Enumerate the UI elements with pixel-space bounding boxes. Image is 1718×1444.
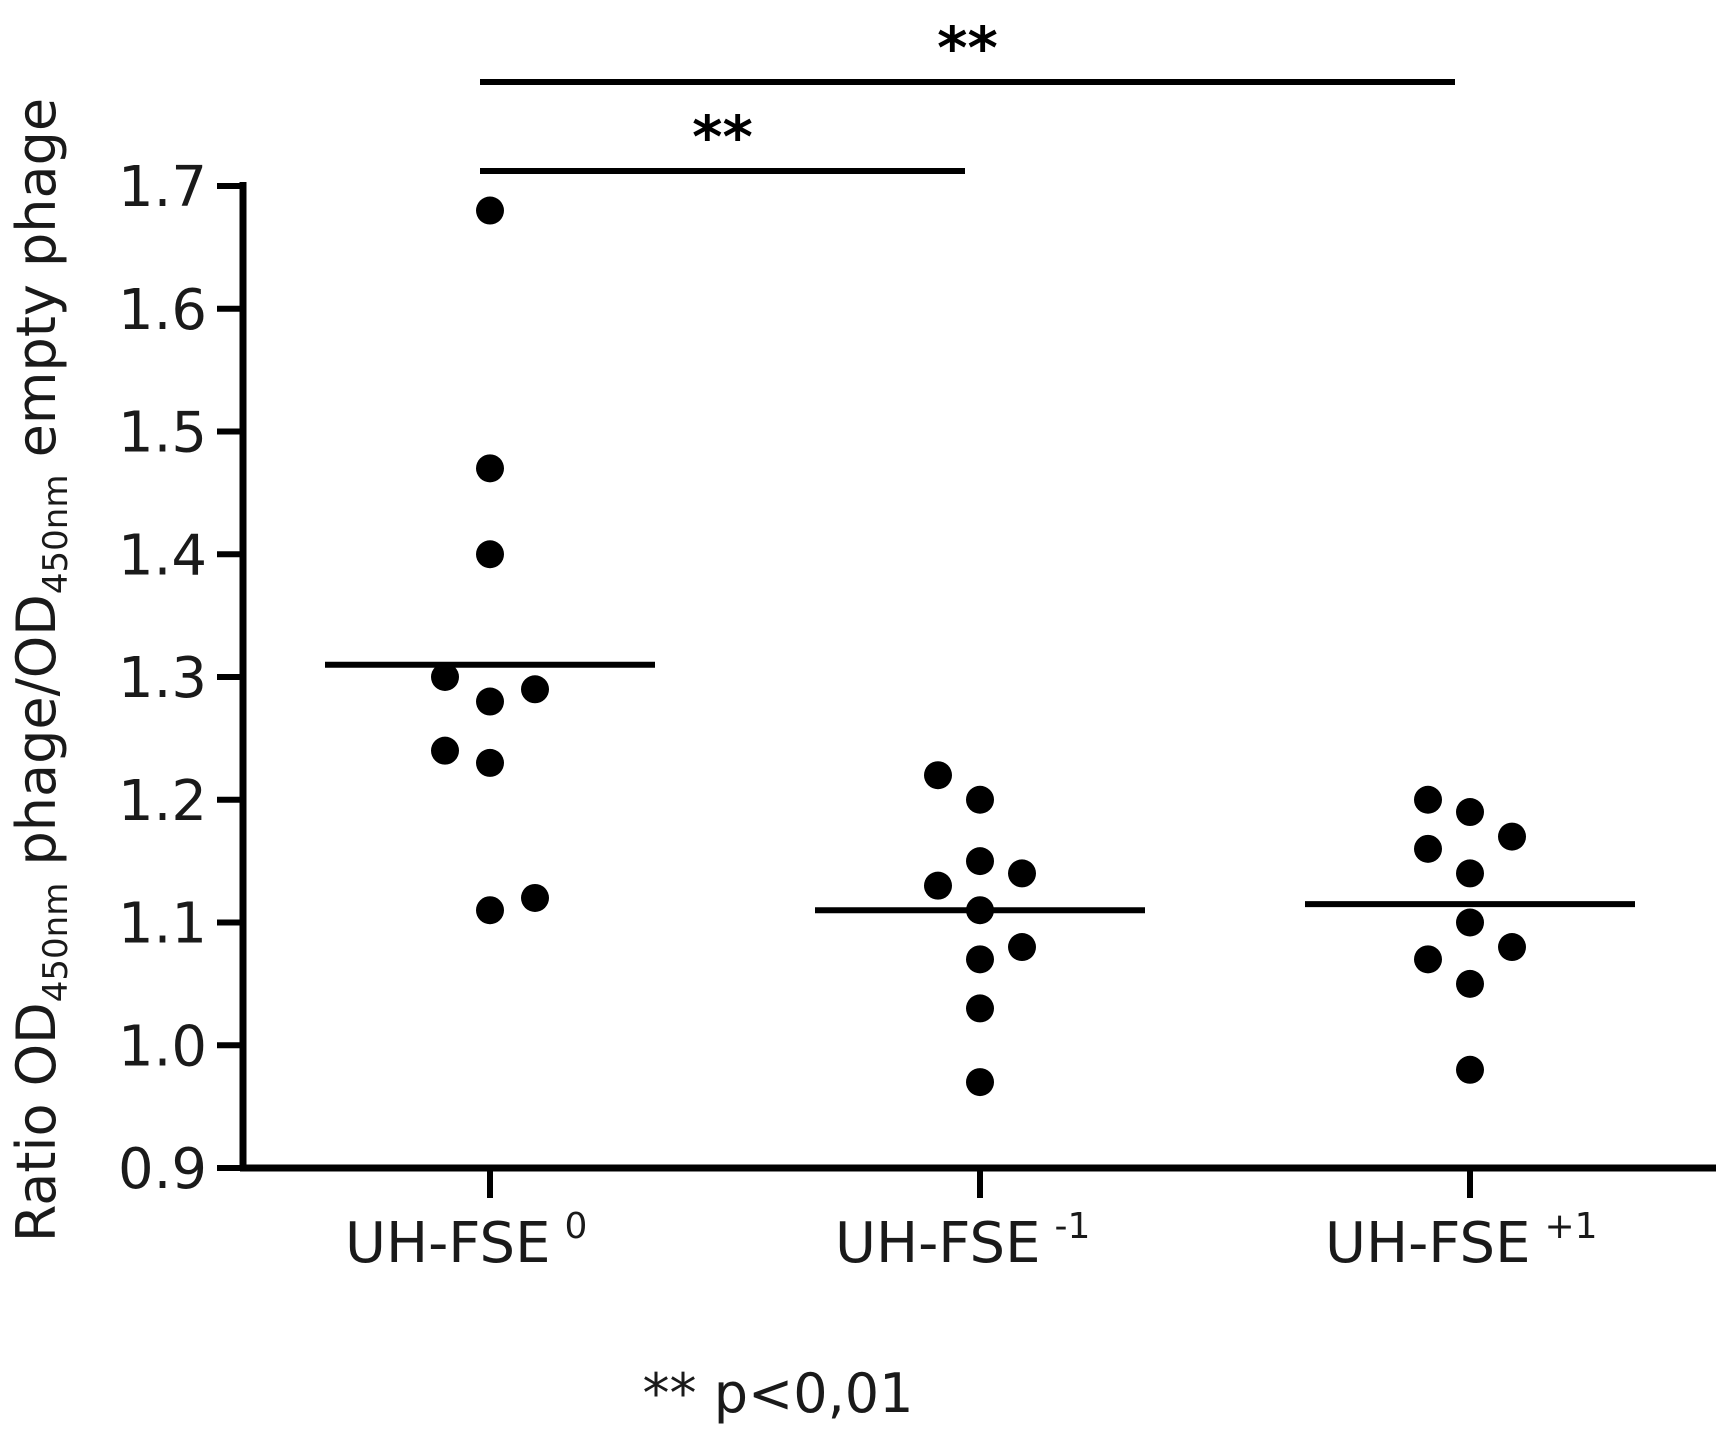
data-point — [1008, 859, 1036, 888]
y-axis-title: Ratio OD450nm phage/OD450nm empty phage — [5, 98, 76, 1242]
data-point — [521, 883, 549, 912]
data-point — [966, 945, 994, 974]
y-tick-label: 0.9 — [118, 1137, 207, 1202]
y-tick-label: 1.5 — [118, 401, 207, 466]
data-point — [1456, 908, 1484, 937]
data-point — [1456, 1055, 1484, 1084]
data-point — [1456, 798, 1484, 827]
data-point — [1008, 933, 1036, 962]
data-point — [476, 454, 504, 483]
data-point — [1414, 785, 1442, 814]
data-point — [521, 675, 549, 704]
data-point — [924, 871, 952, 900]
data-point — [476, 540, 504, 569]
data-point — [966, 785, 994, 814]
y-tick-label: 1.1 — [118, 892, 207, 957]
data-point — [966, 847, 994, 876]
data-point — [431, 663, 459, 691]
x-category-label: UH-FSE 0 — [345, 1206, 587, 1276]
data-point — [924, 761, 952, 790]
significance-label: ** — [937, 14, 998, 82]
significance-label: ** — [692, 103, 753, 171]
y-tick-label: 1.6 — [118, 278, 207, 343]
y-tick-label: 1.4 — [118, 523, 207, 588]
data-point — [966, 994, 994, 1023]
data-point — [431, 736, 459, 765]
data-point — [966, 896, 994, 925]
data-point — [1414, 945, 1442, 974]
data-point — [966, 1068, 994, 1097]
data-point — [1498, 822, 1526, 851]
y-tick-label: 1.0 — [118, 1014, 207, 1079]
data-point — [1456, 969, 1484, 998]
data-point — [476, 748, 504, 777]
significance-brackets: ** ** — [480, 14, 1455, 174]
y-tick-label: 1.7 — [118, 155, 207, 220]
x-category-label: UH-FSE -1 — [835, 1206, 1090, 1276]
data-point — [1498, 933, 1526, 962]
significance-footnote: ** p<0,01 — [643, 1362, 914, 1425]
data-point — [1456, 859, 1484, 888]
y-tick-label: 1.2 — [118, 769, 207, 834]
y-axis-label: Ratio OD450nm phage/OD450nm empty phage — [5, 98, 76, 1242]
data-point — [1414, 834, 1442, 863]
data-point — [476, 896, 504, 925]
y-tick-label: 1.3 — [118, 646, 207, 711]
x-category-label: UH-FSE +1 — [1325, 1206, 1598, 1276]
data-point — [476, 196, 504, 225]
data-points — [431, 196, 1526, 1097]
data-point — [476, 687, 504, 716]
axes: 0.9 1.0 1.1 1.2 1.3 1.4 1.5 1.6 1.7 UH-FSE 0 UH-FSE… — [118, 155, 1716, 1276]
